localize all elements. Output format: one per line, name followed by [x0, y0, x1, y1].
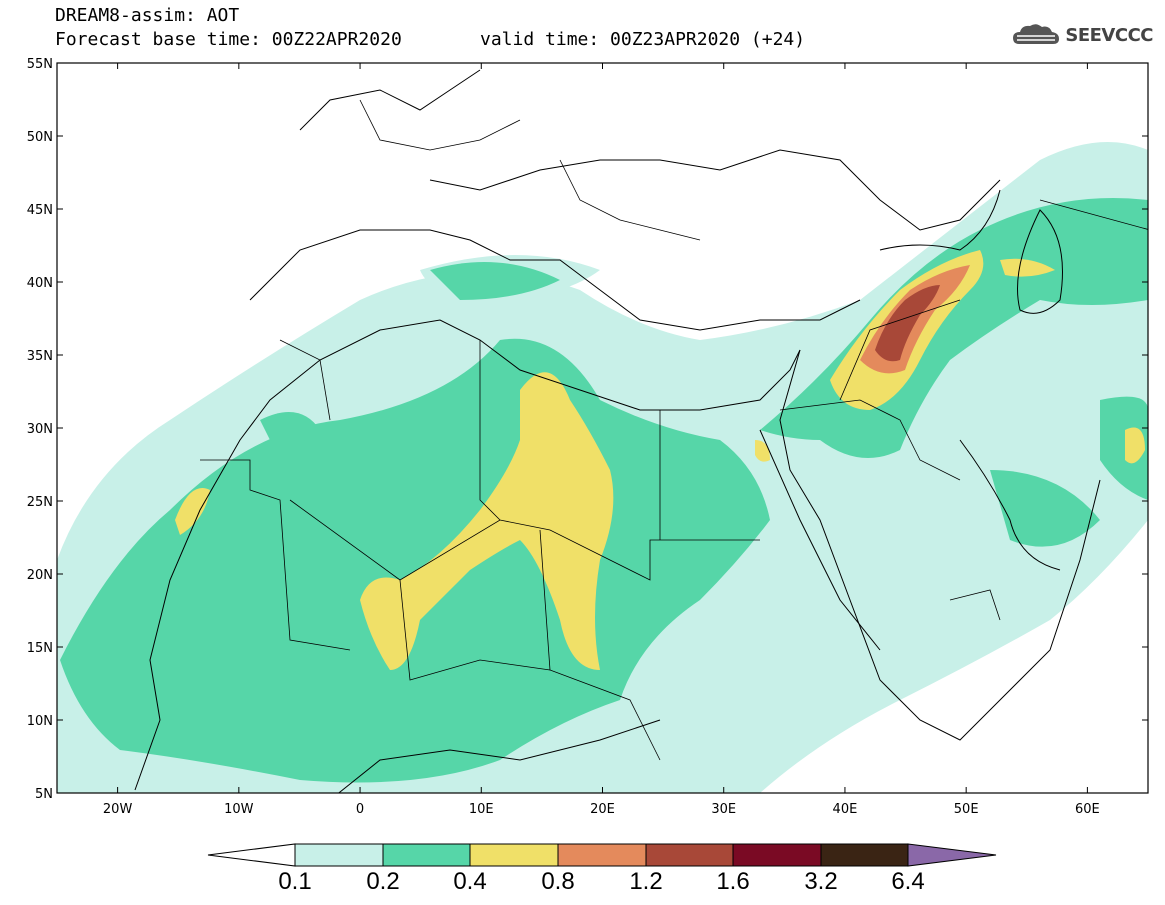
colorbar-under-triangle	[207, 843, 296, 867]
valid-time: valid time: 00Z23APR2020 (+24)	[480, 29, 806, 50]
colorbar-label: 0.1	[278, 868, 312, 895]
lat-label: 40N	[27, 276, 53, 291]
colorbar-segment	[294, 843, 384, 867]
lon-label: 10W	[224, 802, 254, 817]
colorbar	[207, 843, 997, 867]
lat-label: 30N	[27, 422, 53, 437]
map-title: DREAM8-assim: AOT	[55, 5, 240, 26]
colorbar-label: 0.4	[453, 868, 487, 895]
colorbar-segment	[820, 843, 909, 867]
longitude-axis: 20W 10W 0 10E 20E 30E 40E 50E 60E	[103, 63, 1100, 817]
seevccc-logo: SEEVCCC	[1011, 22, 1153, 48]
lat-label: 50N	[27, 130, 53, 145]
lat-label: 15N	[27, 641, 53, 656]
latitude-axis: 55N 50N 45N 40N 35N 30N 25N 20N 15N 10N 5N	[27, 57, 1148, 802]
colorbar-label: 0.8	[541, 868, 575, 895]
colorbar-segment	[382, 843, 471, 867]
forecast-base-time: Forecast base time: 00Z22APR2020	[55, 29, 402, 50]
lat-label: 25N	[27, 495, 53, 510]
country-borders	[200, 99, 1148, 761]
coastlines	[134, 69, 1101, 793]
lon-label: 60E	[1075, 802, 1100, 817]
colorbar-label: 0.2	[366, 868, 400, 895]
colorbar-over-triangle	[907, 843, 997, 867]
lat-label: 35N	[27, 349, 53, 364]
lon-label: 10E	[469, 802, 494, 817]
lon-label: 0	[356, 802, 364, 817]
colorbar-segment	[557, 843, 647, 867]
lat-label: 55N	[27, 57, 53, 72]
lon-label: 20W	[103, 802, 133, 817]
lon-label: 20E	[590, 802, 615, 817]
logo-text: SEEVCCC	[1065, 24, 1153, 46]
lat-label: 10N	[27, 714, 53, 729]
colorbar-label: 6.4	[891, 868, 925, 895]
colorbar-label: 1.2	[629, 868, 663, 895]
lon-label: 40E	[833, 802, 858, 817]
lat-label: 45N	[27, 203, 53, 218]
lon-label: 30E	[711, 802, 736, 817]
colorbar-label: 3.2	[804, 868, 838, 895]
cloud-icon	[1013, 24, 1060, 44]
aot-field	[57, 142, 1148, 793]
lat-label: 5N	[35, 787, 53, 802]
aot-level-1-2	[875, 285, 940, 362]
colorbar-label: 1.6	[716, 868, 750, 895]
colorbar-segment	[645, 843, 734, 867]
lat-label: 20N	[27, 568, 53, 583]
colorbar-segment	[469, 843, 559, 867]
lon-label: 50E	[954, 802, 979, 817]
colorbar-segment	[732, 843, 822, 867]
